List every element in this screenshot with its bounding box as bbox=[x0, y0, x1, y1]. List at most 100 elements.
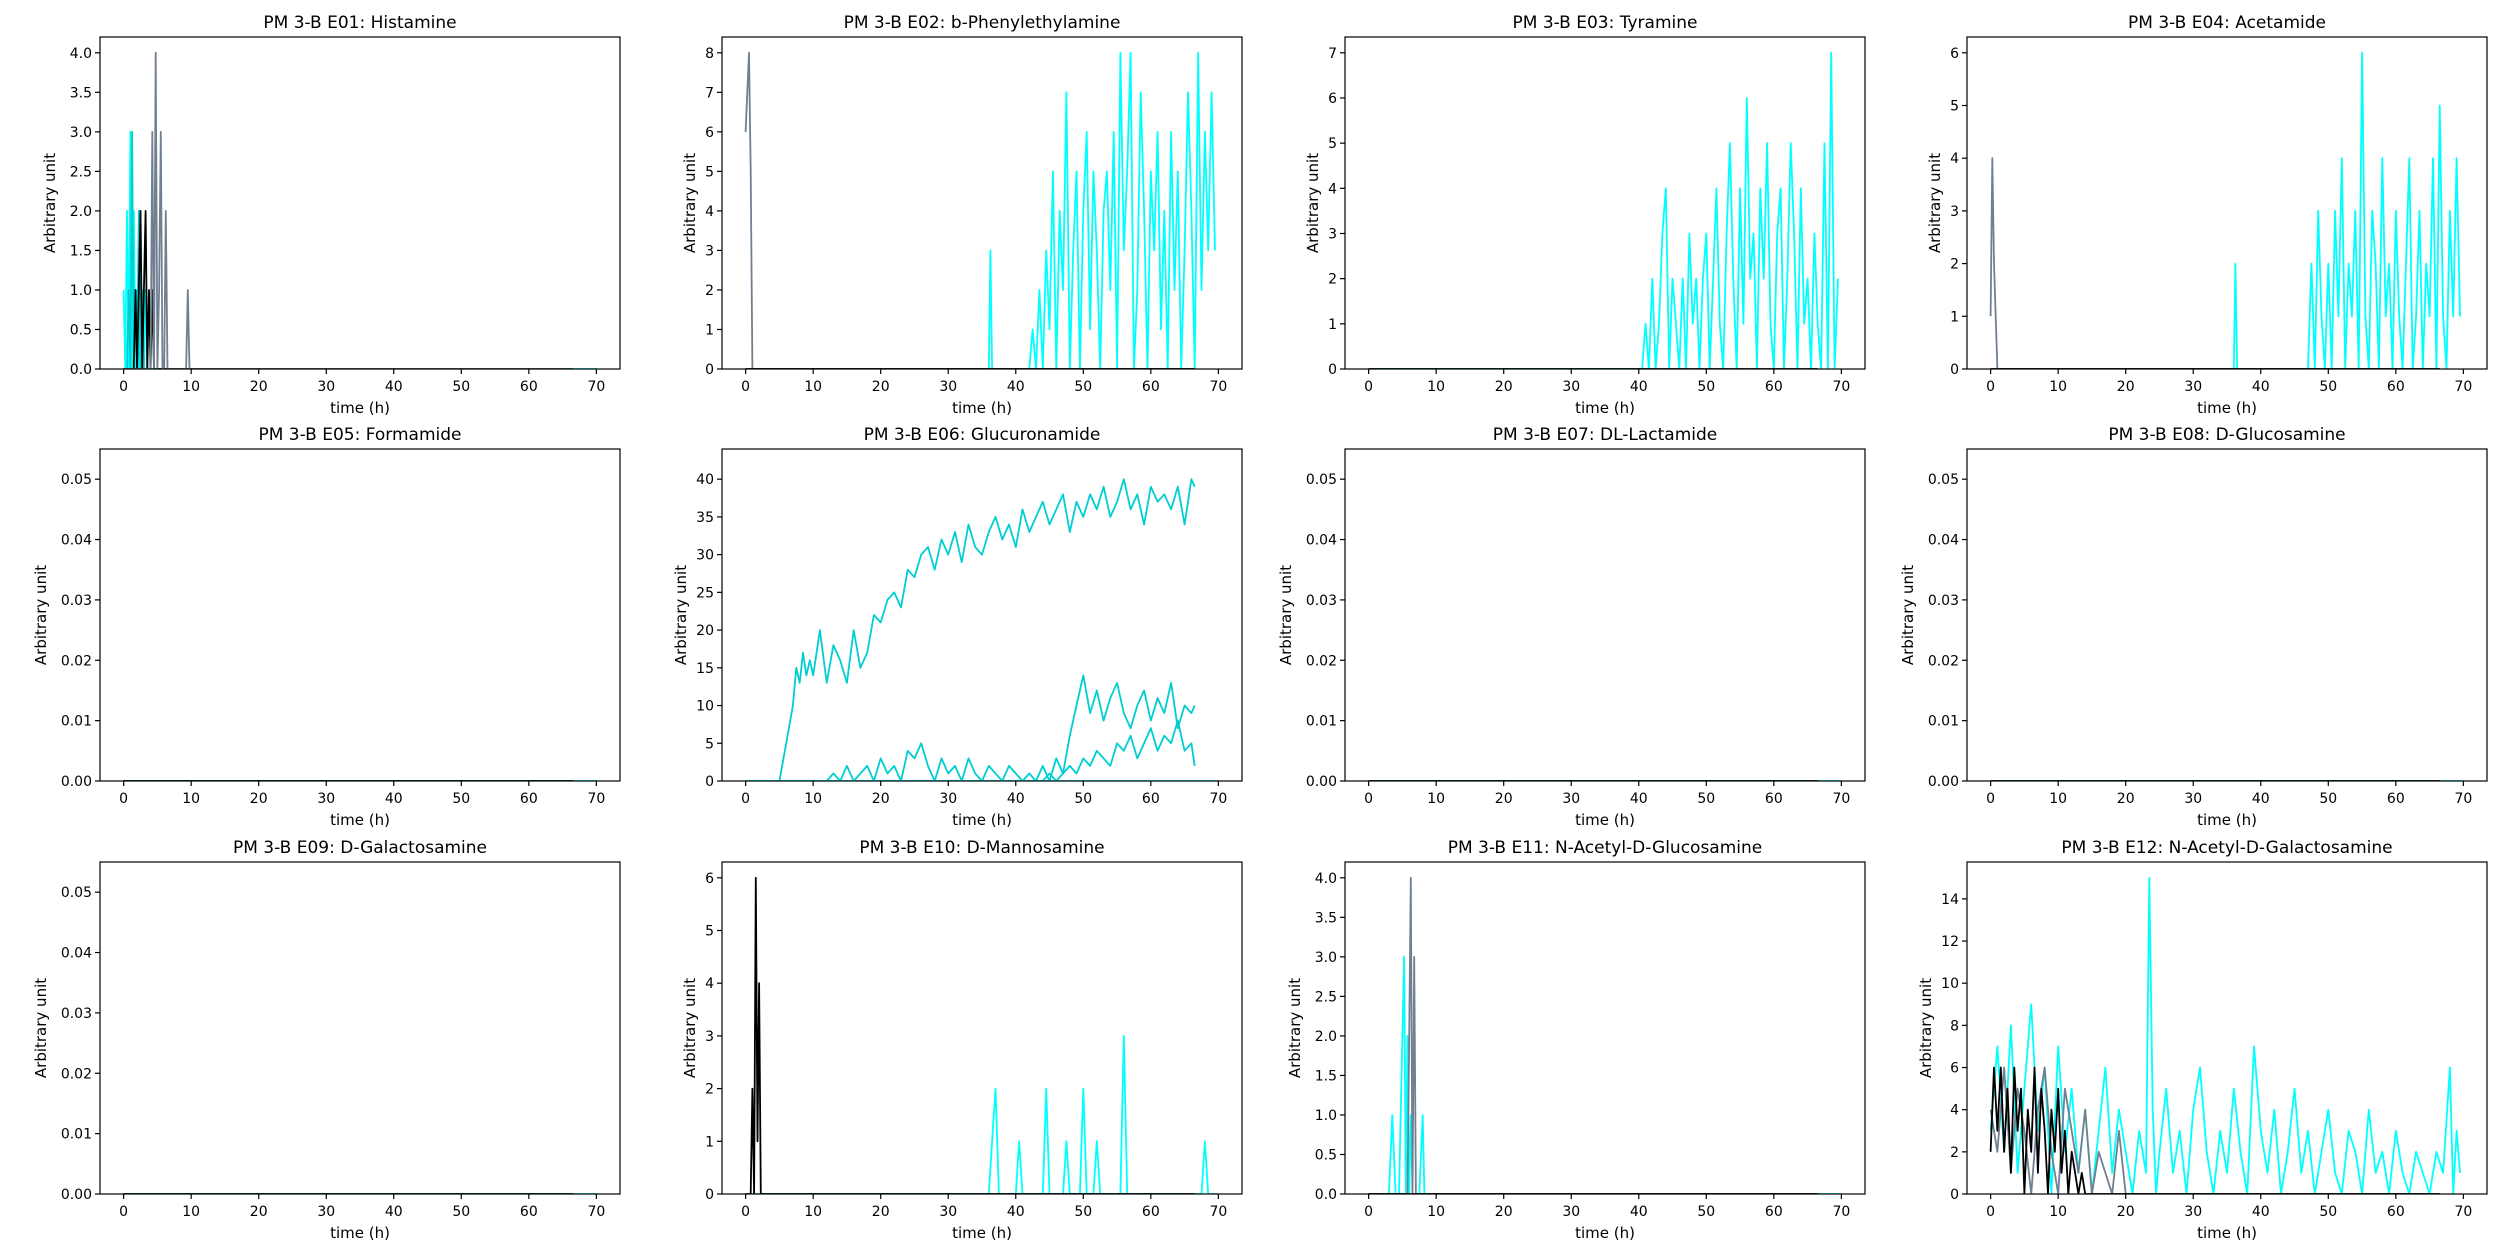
x-tick-label: 40 bbox=[1630, 791, 1648, 807]
x-tick-label: 10 bbox=[2049, 379, 2067, 395]
y-tick-label: 1.0 bbox=[1315, 1108, 1337, 1124]
plot-frame bbox=[1344, 861, 1866, 1195]
x-tick-label: 50 bbox=[2319, 1204, 2337, 1220]
x-tick-label: 0 bbox=[741, 379, 750, 395]
y-tick-label: 5 bbox=[1328, 136, 1337, 152]
x-tick-label: 20 bbox=[872, 791, 890, 807]
series-line-3 bbox=[1989, 1066, 2440, 1194]
y-tick-label: 1 bbox=[705, 322, 714, 338]
subplot-8: PM 3-B E08: D-Glucosamine 0 10 20 30 40 50 60 70… bbox=[1899, 425, 2488, 829]
y-tick-label: 0.02 bbox=[1306, 653, 1337, 669]
plot-frame bbox=[1966, 861, 2488, 1195]
subplot-title: PM 3-B E08: D-Glucosamine bbox=[2108, 425, 2345, 445]
series-line-2 bbox=[1368, 876, 1818, 1194]
x-tick-label: 30 bbox=[1562, 379, 1580, 395]
x-axis-label: time (h) bbox=[330, 399, 390, 417]
y-tick-label: 0.04 bbox=[1306, 533, 1337, 549]
plot-frame bbox=[1966, 448, 2488, 782]
series-group bbox=[1368, 876, 1842, 1194]
y-tick-label: 1 bbox=[1950, 309, 1959, 325]
series-line-2 bbox=[1989, 157, 2440, 369]
x-tick-label: 70 bbox=[2454, 1204, 2472, 1220]
x-tick-label: 40 bbox=[385, 791, 403, 807]
y-tick-label: 0.05 bbox=[1306, 472, 1337, 488]
x-axis-label: time (h) bbox=[952, 399, 1012, 417]
y-tick-label: 6 bbox=[705, 125, 714, 141]
x-tick-label: 60 bbox=[2387, 1204, 2405, 1220]
x-tick-label: 10 bbox=[804, 1204, 822, 1220]
x-tick-label: 30 bbox=[939, 379, 957, 395]
y-tick-label: 0.0 bbox=[1315, 1187, 1337, 1203]
x-tick-label: 0 bbox=[119, 379, 128, 395]
y-tick-label: 6 bbox=[1328, 91, 1337, 107]
subplot-3: PM 3-B E03: Tyramine 0 10 20 30 40 50 60 70 0 1 2 3 4… bbox=[1304, 13, 1866, 417]
x-tick-label: 70 bbox=[1832, 1204, 1850, 1220]
plot-frame bbox=[721, 36, 1243, 370]
x-tick-label: 0 bbox=[1364, 379, 1373, 395]
x-tick-label: 10 bbox=[182, 1204, 200, 1220]
subplot-12: PM 3-B E12: N-Acetyl-D-Galactosamine 0 10 2… bbox=[1917, 838, 2488, 1242]
x-tick-label: 0 bbox=[119, 1204, 128, 1220]
x-axis-label: time (h) bbox=[330, 811, 390, 829]
y-axis-label: Arbitrary unit bbox=[32, 978, 50, 1078]
y-tick-label: 0.05 bbox=[61, 472, 92, 488]
x-axis-label: time (h) bbox=[2197, 399, 2257, 417]
x-tick-label: 0 bbox=[1364, 791, 1373, 807]
series-line-3 bbox=[745, 719, 1196, 781]
y-tick-label: 2 bbox=[1950, 257, 1959, 273]
x-tick-label: 20 bbox=[250, 379, 268, 395]
y-tick-label: 10 bbox=[696, 699, 714, 715]
y-tick-label: 4 bbox=[1950, 1103, 1959, 1119]
y-tick-label: 0.03 bbox=[1306, 593, 1337, 609]
y-tick-label: 0.05 bbox=[61, 885, 92, 901]
y-tick-label: 7 bbox=[705, 85, 714, 101]
subplot-title: PM 3-B E06: Glucuronamide bbox=[864, 425, 1101, 445]
y-tick-label: 3.0 bbox=[1315, 950, 1337, 966]
y-tick-label: 0.00 bbox=[61, 1187, 92, 1203]
plot-frame bbox=[99, 36, 621, 370]
y-axis-label: Arbitrary unit bbox=[1277, 565, 1295, 665]
series-group bbox=[745, 876, 1219, 1194]
x-axis-label: time (h) bbox=[1575, 399, 1635, 417]
y-tick-label: 0 bbox=[1328, 362, 1337, 378]
x-tick-label: 50 bbox=[1697, 379, 1715, 395]
series-line-2 bbox=[745, 876, 1195, 1194]
x-tick-label: 0 bbox=[741, 791, 750, 807]
y-tick-label: 0.0 bbox=[70, 362, 92, 378]
x-axis-label: time (h) bbox=[1575, 811, 1635, 829]
series-group bbox=[1368, 51, 1839, 369]
y-tick-label: 8 bbox=[705, 46, 714, 62]
y-tick-label: 5 bbox=[1950, 99, 1959, 115]
y-tick-label: 40 bbox=[696, 472, 714, 488]
x-tick-label: 50 bbox=[452, 791, 470, 807]
x-tick-label: 50 bbox=[1074, 379, 1092, 395]
x-tick-label: 70 bbox=[1209, 1204, 1227, 1220]
series-group bbox=[1989, 51, 2461, 369]
x-tick-label: 70 bbox=[587, 791, 605, 807]
x-tick-label: 50 bbox=[1074, 1204, 1092, 1220]
y-tick-label: 15 bbox=[696, 661, 714, 677]
subplot-7: PM 3-B E07: DL-Lactamide 0 10 20 30 40 50 60 70 0… bbox=[1277, 425, 1866, 829]
x-tick-label: 20 bbox=[1495, 791, 1513, 807]
series-line-2 bbox=[744, 51, 1195, 369]
x-tick-label: 60 bbox=[520, 791, 538, 807]
x-tick-label: 10 bbox=[182, 791, 200, 807]
subplot-11: PM 3-B E11: N-Acetyl-D-Glucosamine 0 10 20 3… bbox=[1286, 838, 1866, 1242]
x-tick-label: 70 bbox=[2454, 791, 2472, 807]
y-axis-label: Arbitrary unit bbox=[681, 153, 699, 253]
x-tick-label: 10 bbox=[2049, 1204, 2067, 1220]
y-tick-label: 7 bbox=[1328, 46, 1337, 62]
x-tick-label: 30 bbox=[2184, 379, 2202, 395]
y-tick-label: 2 bbox=[1950, 1145, 1959, 1161]
x-tick-label: 50 bbox=[2319, 791, 2337, 807]
x-tick-label: 50 bbox=[452, 379, 470, 395]
series-line-4 bbox=[123, 51, 573, 369]
y-tick-label: 1.5 bbox=[70, 243, 92, 259]
x-tick-label: 20 bbox=[250, 1204, 268, 1220]
y-tick-label: 0.05 bbox=[1928, 472, 1959, 488]
x-tick-label: 0 bbox=[119, 791, 128, 807]
series-line-1 bbox=[745, 478, 1196, 781]
y-tick-label: 0.00 bbox=[1306, 774, 1337, 790]
x-tick-label: 40 bbox=[1630, 379, 1648, 395]
y-tick-label: 0.00 bbox=[1928, 774, 1959, 790]
